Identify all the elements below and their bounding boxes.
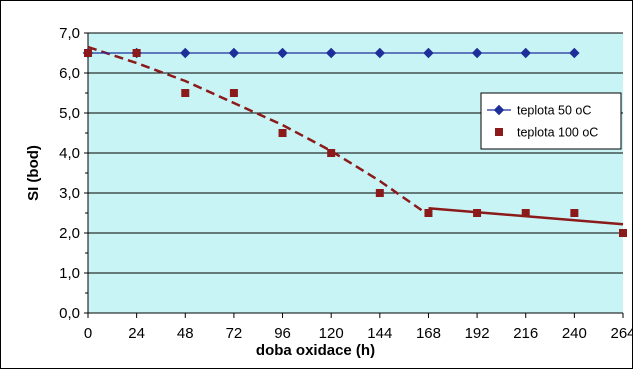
legend-box bbox=[480, 92, 622, 150]
data-point-square bbox=[570, 209, 579, 217]
x-tick-label: 168 bbox=[416, 325, 441, 342]
legend-marker-diamond bbox=[493, 104, 505, 116]
x-tick-label: 72 bbox=[226, 325, 243, 342]
data-point-square bbox=[473, 209, 482, 217]
x-tick-label: 216 bbox=[513, 325, 538, 342]
data-point-square bbox=[132, 49, 141, 57]
x-tick-label: 0 bbox=[84, 325, 92, 342]
data-point-square bbox=[229, 89, 238, 97]
x-tick-label: 192 bbox=[465, 325, 490, 342]
data-point-square bbox=[375, 189, 384, 197]
y-tick-label: 2,0 bbox=[59, 225, 80, 242]
legend-label: teplota 100 oC bbox=[517, 126, 598, 140]
plot-area bbox=[88, 33, 623, 313]
data-point-diamond bbox=[569, 47, 580, 59]
x-tick-label: 48 bbox=[177, 325, 194, 342]
data-point-square bbox=[278, 129, 287, 137]
data-point-diamond bbox=[471, 47, 483, 59]
trendline-dashed bbox=[87, 45, 430, 217]
legend-label: teplota 50 oC bbox=[517, 104, 591, 118]
data-point-diamond bbox=[520, 47, 531, 59]
x-tick-label: 240 bbox=[562, 325, 587, 342]
data-point-diamond bbox=[180, 47, 191, 59]
y-tick-label: 1,0 bbox=[59, 265, 80, 282]
legend-marker-square bbox=[495, 128, 503, 136]
data-point-diamond bbox=[423, 47, 434, 59]
data-point-diamond bbox=[325, 47, 337, 59]
y-tick-label: 5,0 bbox=[59, 105, 80, 122]
y-tick-label: 6,0 bbox=[59, 65, 80, 82]
y-tick-label: 4,0 bbox=[59, 145, 80, 162]
x-tick-label: 264 bbox=[610, 325, 633, 342]
y-tick-label: 3,0 bbox=[59, 185, 80, 202]
data-point-square bbox=[327, 149, 336, 157]
data-point-square bbox=[424, 209, 433, 217]
x-tick-label: 96 bbox=[274, 325, 291, 342]
y-tick-label: 0,0 bbox=[59, 305, 80, 322]
data-point-diamond bbox=[277, 47, 288, 59]
y-tick-label: 7,0 bbox=[59, 25, 80, 42]
data-point-square bbox=[521, 209, 530, 217]
data-point-square bbox=[619, 229, 627, 237]
data-point-square bbox=[181, 89, 190, 97]
y-axis-title: SI (bod) bbox=[25, 145, 42, 201]
data-point-square bbox=[84, 49, 92, 57]
x-axis-title: doba oxidace (h) bbox=[256, 342, 375, 359]
x-tick-label: 24 bbox=[128, 325, 145, 342]
data-point-diamond bbox=[228, 47, 240, 59]
data-point-diamond bbox=[374, 47, 386, 59]
x-tick-label: 144 bbox=[367, 325, 392, 342]
x-tick-label: 120 bbox=[319, 325, 344, 342]
